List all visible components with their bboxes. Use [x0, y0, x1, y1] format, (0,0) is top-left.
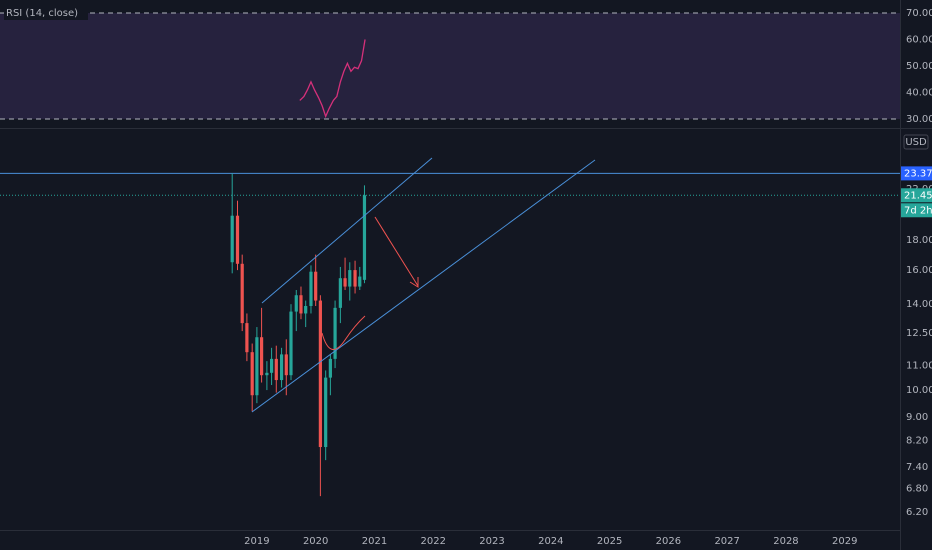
candle-body [259, 337, 264, 376]
x-tick-label: 2024 [538, 536, 563, 547]
candle-body [333, 307, 337, 359]
candle-body [269, 358, 274, 373]
y-tick-label: 50.00 [906, 61, 932, 72]
y-tick-label: 40.00 [906, 87, 932, 98]
x-tick-label: 2021 [362, 536, 387, 547]
channel-upper-line [261, 157, 433, 304]
x-tick-label: 2025 [597, 536, 622, 547]
price-badges: 23.37 21.45 7d 2h [901, 166, 932, 218]
rsi-title: RSI (14, close) [6, 8, 78, 19]
x-tick-label: 2029 [832, 536, 857, 547]
channel-lower-line [251, 159, 596, 413]
countdown-label-bg [901, 203, 932, 218]
countdown-label: 7d 2h [904, 205, 932, 216]
candle-body [245, 323, 249, 353]
y-tick-label: 60.00 [906, 34, 932, 45]
candle-body [250, 352, 254, 396]
currency: USD [905, 137, 927, 148]
candle-body [230, 215, 234, 263]
y-tick-label: 16.00 [906, 265, 932, 276]
price-line-label: 23.37 [904, 168, 932, 179]
y-tick-label: 11.00 [906, 361, 932, 372]
y-tick-label: 8.20 [906, 436, 928, 447]
arrow-head [409, 277, 419, 288]
x-tick-label: 2019 [244, 536, 269, 547]
x-tick-label: 2020 [303, 536, 328, 547]
candle-body [348, 270, 352, 287]
x-tick-label: 2028 [773, 536, 798, 547]
candle-body [328, 358, 332, 378]
x-tick-label: 2027 [714, 536, 739, 547]
arrow-line [374, 216, 419, 287]
last-price-label-bg [901, 188, 932, 203]
candle-body [338, 278, 342, 308]
price-line-label-bg [901, 166, 932, 181]
candle-body [299, 295, 303, 314]
candle-body [343, 278, 347, 287]
candle-body [314, 271, 318, 301]
price-pane: 6.20 6.80 7.40 8.20 9.00 10.00 11.00 12.50 14.00… [0, 172, 932, 547]
candle-body [358, 276, 362, 287]
candle-body [304, 306, 308, 314]
candle-body [274, 358, 278, 381]
rsi-title-box [4, 6, 88, 20]
last-price-label: 21.45 [904, 190, 932, 201]
candle-body [324, 377, 328, 448]
y-tick-label: 14.00 [906, 299, 932, 310]
candle-body [353, 270, 357, 287]
candle-body [362, 195, 367, 280]
x-tick-label: 2023 [479, 536, 504, 547]
y-tick-label: 6.80 [906, 484, 928, 495]
candle-body [279, 354, 284, 381]
candle-body [235, 215, 240, 264]
y-tick-label: 30.00 [906, 114, 932, 125]
x-tick-label: 2022 [421, 536, 446, 547]
y-tick-label: 12.50 [906, 328, 932, 339]
candle-body [318, 300, 322, 448]
candle-body [294, 295, 298, 312]
candle-body [265, 372, 269, 376]
candle-body [289, 311, 293, 376]
candle-body [240, 263, 244, 324]
curve-drawing [321, 315, 366, 350]
candle-body [309, 271, 313, 307]
rsi-line [299, 39, 366, 119]
candle-body [284, 354, 288, 376]
currency-box[interactable] [903, 134, 929, 150]
drawings [251, 157, 596, 413]
y-tick-label: 9.00 [906, 412, 928, 423]
y-tick-label: 70.00 [906, 8, 932, 19]
y-tick-label: 10.00 [906, 385, 932, 396]
y-tick-label: 6.20 [906, 507, 928, 518]
y-tick-label: 7.40 [906, 462, 928, 473]
candle-body [255, 337, 259, 396]
y-tick-label: 18.00 [906, 235, 932, 246]
rsi-pane: 30.00 40.00 50.00 60.00 70.00 [0, 8, 932, 125]
x-tick-label: 2026 [656, 536, 681, 547]
rsi-band [0, 12, 900, 119]
